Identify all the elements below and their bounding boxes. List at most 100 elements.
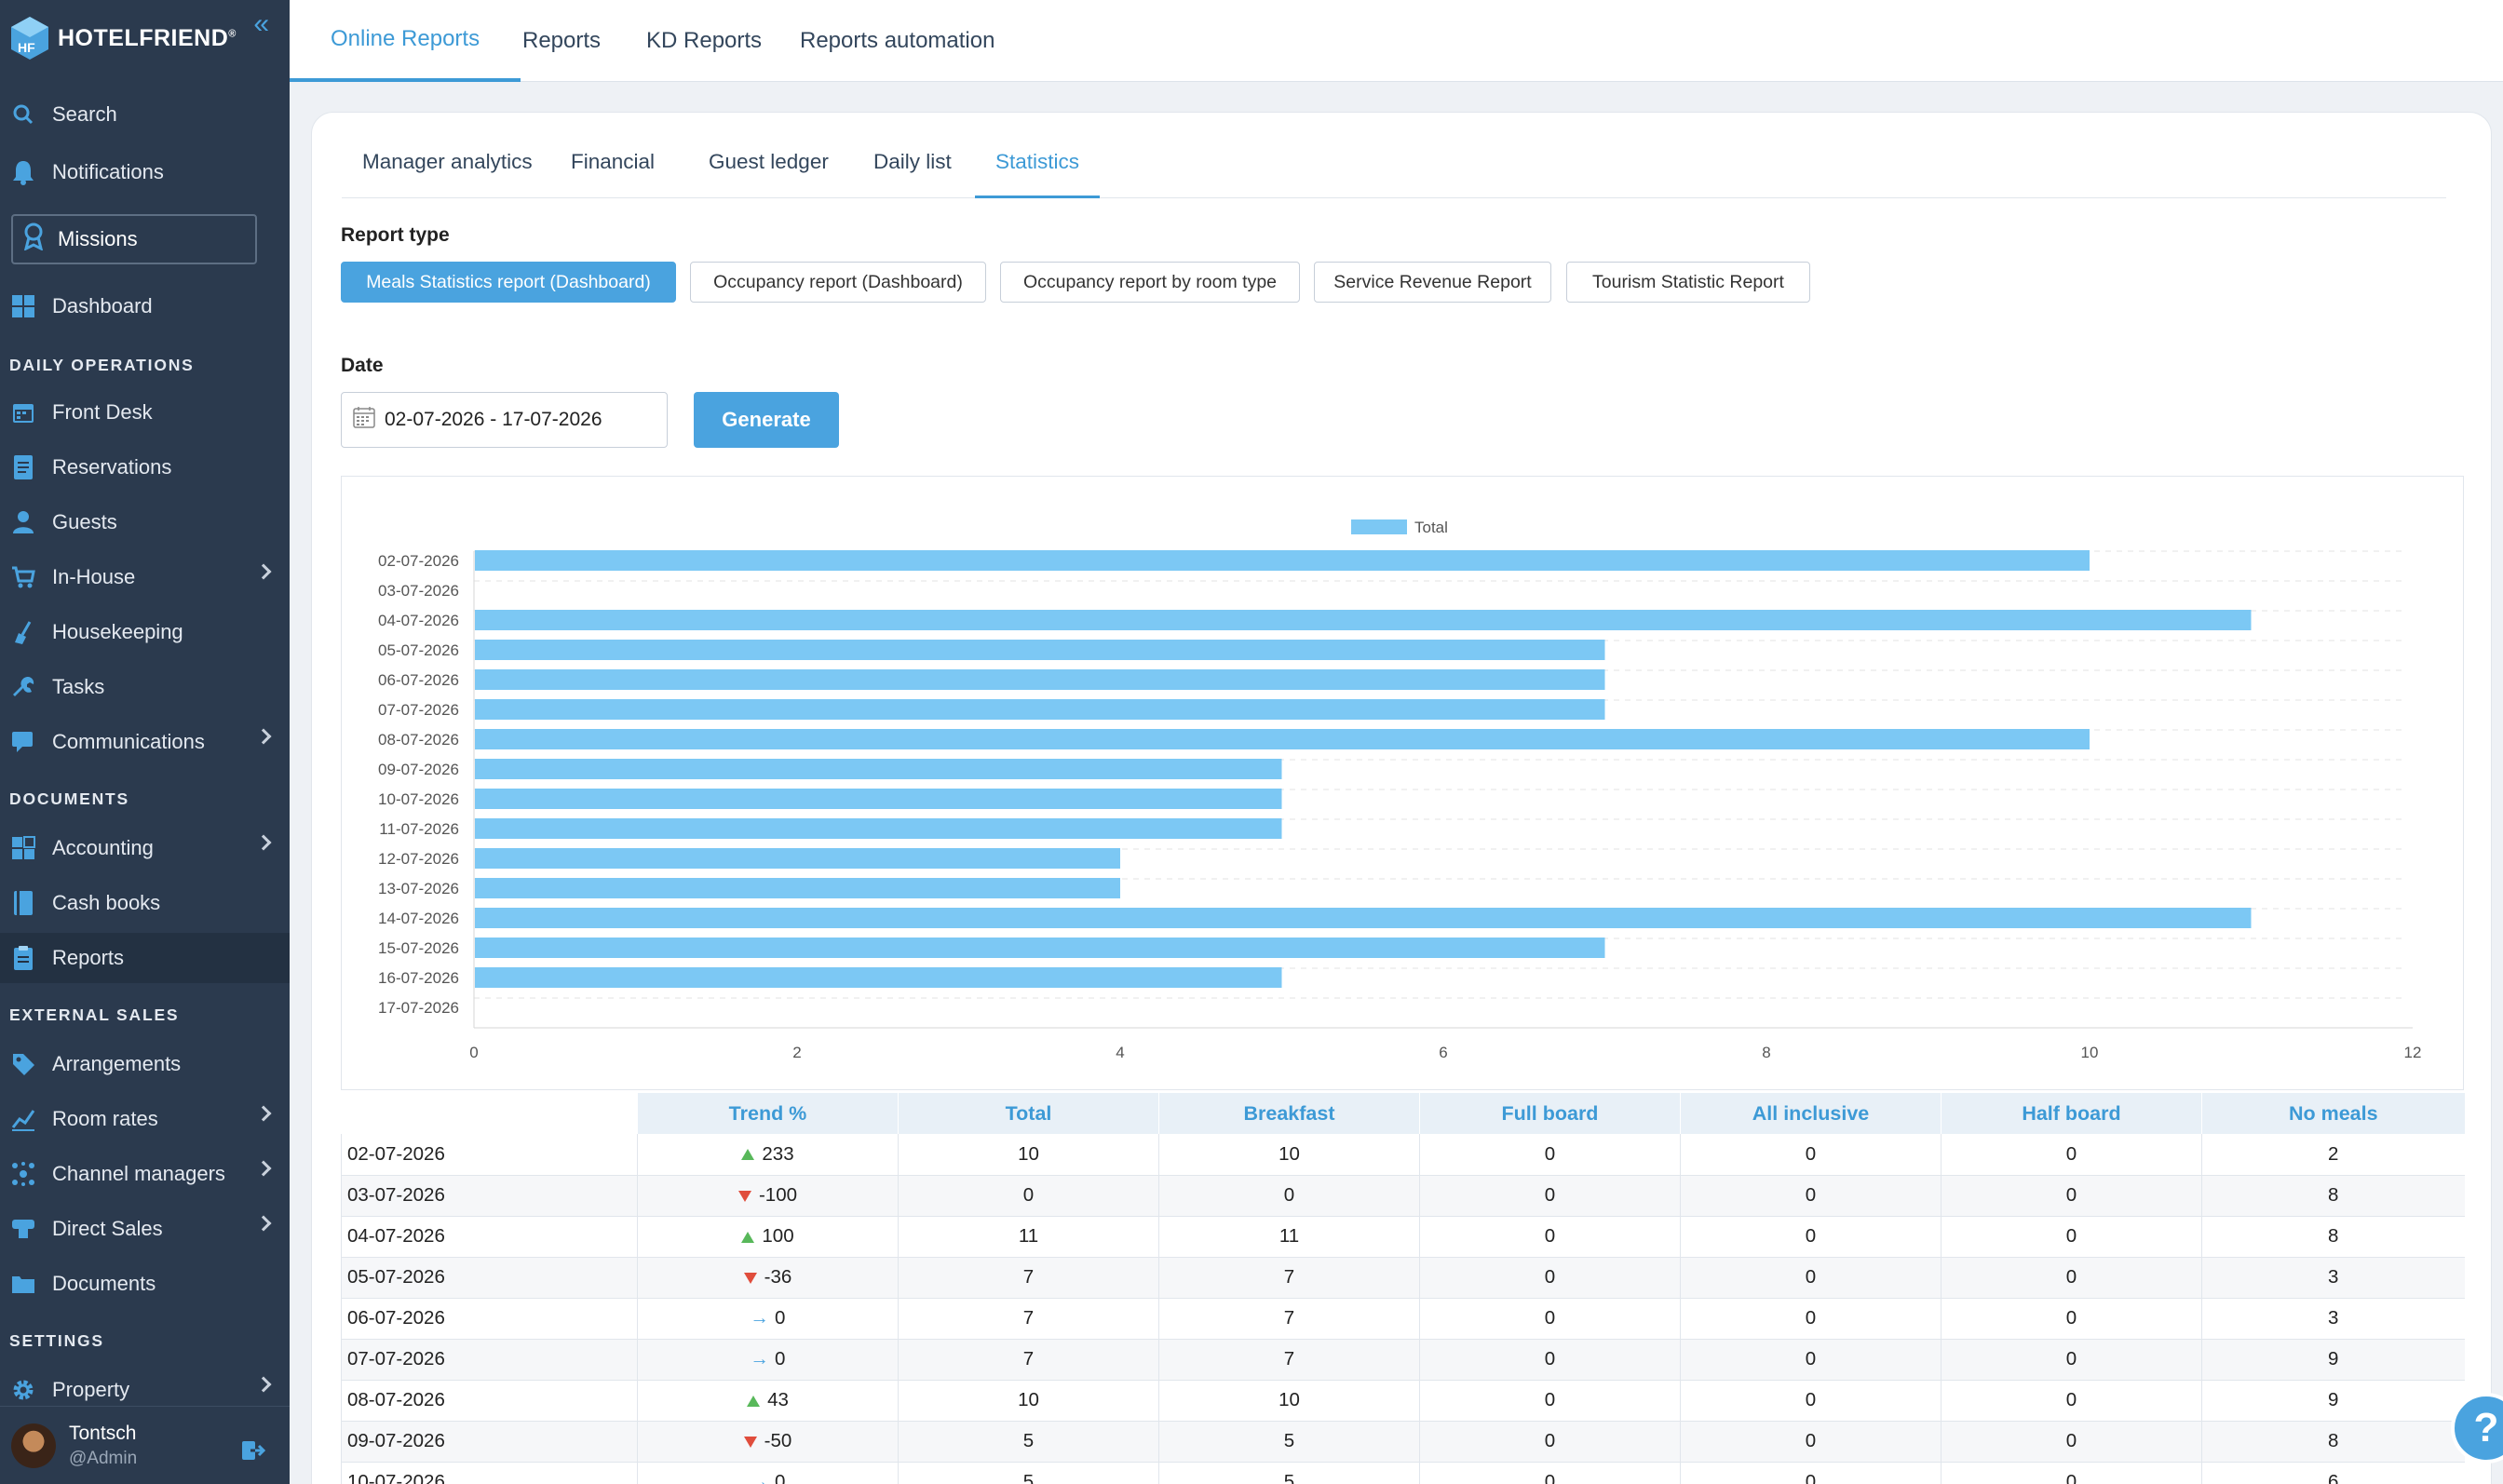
value-cell: 10 (1158, 1134, 1420, 1176)
header-blank (341, 1093, 638, 1134)
sidebar-item-reports[interactable]: Reports (0, 933, 290, 983)
tab-manager-analytics[interactable]: Manager analytics (362, 150, 533, 173)
clipboard-icon (9, 944, 37, 972)
column-header[interactable]: No meals (2201, 1093, 2465, 1134)
tab-kd-reports[interactable]: KD Reports (646, 28, 763, 53)
report-type-tourism-statistic[interactable]: Tourism Statistic Report (1566, 262, 1810, 303)
tab-daily-list[interactable]: Daily list (873, 150, 952, 173)
sidebar-item-dashboard[interactable]: Dashboard (0, 281, 290, 331)
report-type-occupancy-by-room-type[interactable]: Occupancy report by room type (1000, 262, 1300, 303)
report-type-service-revenue[interactable]: Service Revenue Report (1314, 262, 1551, 303)
tag-icon (9, 1050, 37, 1078)
table-row: 09-07-2026 -50 5 5 0 0 0 8 (341, 1421, 2465, 1463)
date-range-input[interactable]: 02-07-2026 - 17-07-2026 (341, 392, 668, 448)
report-type-meals-statistics[interactable]: Meals Statistics report (Dashboard) (341, 262, 676, 303)
missions-button[interactable]: Missions (11, 214, 257, 264)
meals-chart: Total 02-07-2026 03-07-2026 04-07-2026 05-07… (341, 476, 2464, 1090)
trend-up-icon (747, 1395, 761, 1407)
chevron-right-icon (255, 1376, 272, 1393)
chevron-right-icon (255, 1215, 272, 1232)
section-settings: SETTINGS (9, 1331, 104, 1350)
table-row: 04-07-2026 100 11 11 0 0 0 8 (341, 1216, 2465, 1258)
tab-reports-automation[interactable]: Reports automation (800, 28, 995, 53)
tab-reports[interactable]: Reports (522, 28, 602, 53)
chevron-right-icon (255, 1105, 272, 1122)
sidebar-item-guests[interactable]: Guests (0, 497, 290, 547)
value-cell: 0 (1419, 1134, 1681, 1176)
trend-cell: 100 (637, 1216, 899, 1258)
sidebar-item-accounting[interactable]: Accounting (0, 823, 290, 873)
x-tick-label: 2 (792, 1044, 801, 1061)
report-type-occupancy[interactable]: Occupancy report (Dashboard) (690, 262, 986, 303)
y-tick-label: 10-07-2026 (378, 790, 459, 808)
sidebar-item-label: Property (52, 1378, 130, 1401)
document-icon (9, 453, 37, 481)
user-name: Tontsch (69, 1422, 137, 1444)
date-cell: 03-07-2026 (341, 1175, 638, 1217)
sidebar-item-in-house[interactable]: In-House (0, 552, 290, 602)
sidebar-item-documents[interactable]: Documents (0, 1259, 290, 1309)
sidebar-item-reservations[interactable]: Reservations (0, 442, 290, 492)
missions-label: Missions (58, 227, 138, 250)
column-header[interactable]: Total (898, 1093, 1159, 1134)
value-cell: 7 (1158, 1257, 1420, 1299)
sidebar-item-property[interactable]: Property (0, 1365, 290, 1415)
sidebar-item-label: Reservations (52, 455, 172, 479)
sidebar-item-label: Tasks (52, 675, 105, 698)
tab-guest-ledger[interactable]: Guest ledger (709, 150, 829, 173)
chevron-right-icon (255, 1160, 272, 1177)
column-header[interactable]: Half board (1941, 1093, 2202, 1134)
logout-icon[interactable] (241, 1438, 266, 1467)
trend-value: -36 (764, 1266, 792, 1288)
value-cell: 0 (1941, 1298, 2202, 1340)
tab-online-reports[interactable]: Online Reports (290, 0, 521, 82)
tab-statistics[interactable]: Statistics (975, 150, 1101, 198)
avatar[interactable] (11, 1423, 56, 1468)
sidebar-item-direct-sales[interactable]: Direct Sales (0, 1204, 290, 1254)
bar (475, 610, 2252, 630)
sidebar-search[interactable]: Search (0, 89, 290, 140)
column-header[interactable]: Breakfast (1158, 1093, 1420, 1134)
calendar-icon (9, 398, 37, 426)
value-cell: 0 (1419, 1175, 1681, 1217)
bar (475, 550, 2090, 571)
sidebar-item-housekeeping[interactable]: Housekeeping (0, 607, 290, 657)
value-cell: 5 (1158, 1462, 1420, 1484)
sidebar-item-arrangements[interactable]: Arrangements (0, 1039, 290, 1089)
value-cell: 6 (2201, 1462, 2465, 1484)
bar (475, 729, 2090, 749)
value-cell: 8 (2201, 1175, 2465, 1217)
trend-value: 100 (762, 1225, 794, 1247)
value-cell: 2 (2201, 1134, 2465, 1176)
trend-cell: 233 (637, 1134, 899, 1176)
value-cell: 0 (1419, 1216, 1681, 1258)
column-header[interactable]: Full board (1419, 1093, 1681, 1134)
sidebar-item-channel-managers[interactable]: Channel managers (0, 1149, 290, 1199)
sidebar-item-communications[interactable]: Communications (0, 717, 290, 767)
sidebar-item-tasks[interactable]: Tasks (0, 662, 290, 712)
user-profile[interactable]: Tontsch @Admin (0, 1406, 290, 1484)
generate-button[interactable]: Generate (694, 392, 839, 448)
book-icon (9, 889, 37, 917)
trend-down-icon (743, 1272, 757, 1284)
table-row: 10-07-2026 → 0 5 5 0 0 0 6 (341, 1462, 2465, 1484)
trend-down-icon (743, 1436, 757, 1448)
tab-financial[interactable]: Financial (571, 150, 656, 173)
sidebar-item-label: Communications (52, 730, 205, 753)
column-header[interactable]: All inclusive (1680, 1093, 1942, 1134)
sidebar-item-room-rates[interactable]: Room rates (0, 1094, 290, 1144)
value-cell: 5 (898, 1421, 1159, 1463)
value-cell: 10 (898, 1134, 1159, 1176)
sidebar-item-cash-books[interactable]: Cash books (0, 878, 290, 928)
value-cell: 9 (2201, 1339, 2465, 1381)
brand[interactable]: HF HOTELFRIEND® (9, 13, 279, 63)
column-header[interactable]: Trend % (637, 1093, 899, 1134)
bar (475, 640, 1605, 660)
help-button[interactable]: ? (2451, 1393, 2503, 1464)
collapse-sidebar-icon[interactable]: « (253, 8, 269, 39)
sidebar-item-front-desk[interactable]: Front Desk (0, 387, 290, 438)
table-row: 08-07-2026 43 10 10 0 0 0 9 (341, 1380, 2465, 1422)
sidebar-notifications[interactable]: Notifications (0, 147, 290, 197)
sidebar-item-label: Guests (52, 510, 117, 533)
bar-chart: Total 02-07-2026 03-07-2026 04-07-2026 05-07… (378, 519, 2421, 1061)
